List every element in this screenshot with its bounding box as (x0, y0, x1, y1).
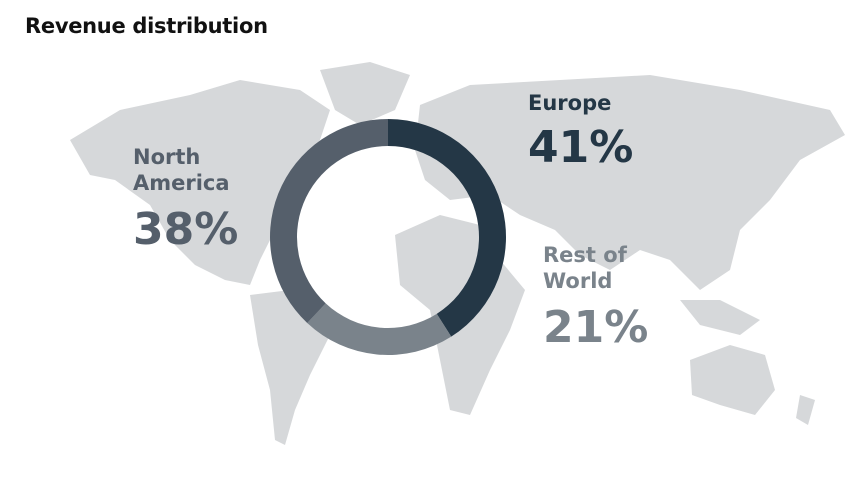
donut (270, 119, 506, 355)
value-label: 41% (528, 122, 634, 173)
value-label: 21% (543, 302, 649, 353)
chart-title: Revenue distribution (25, 14, 268, 38)
donut-segment (270, 119, 388, 324)
donut-segment (388, 119, 506, 337)
category-label: North America (133, 145, 230, 195)
category-label: Rest of World (543, 243, 627, 293)
value-label: 38% (133, 204, 239, 255)
category-label: Europe (528, 91, 612, 115)
donut-segment (307, 303, 452, 355)
